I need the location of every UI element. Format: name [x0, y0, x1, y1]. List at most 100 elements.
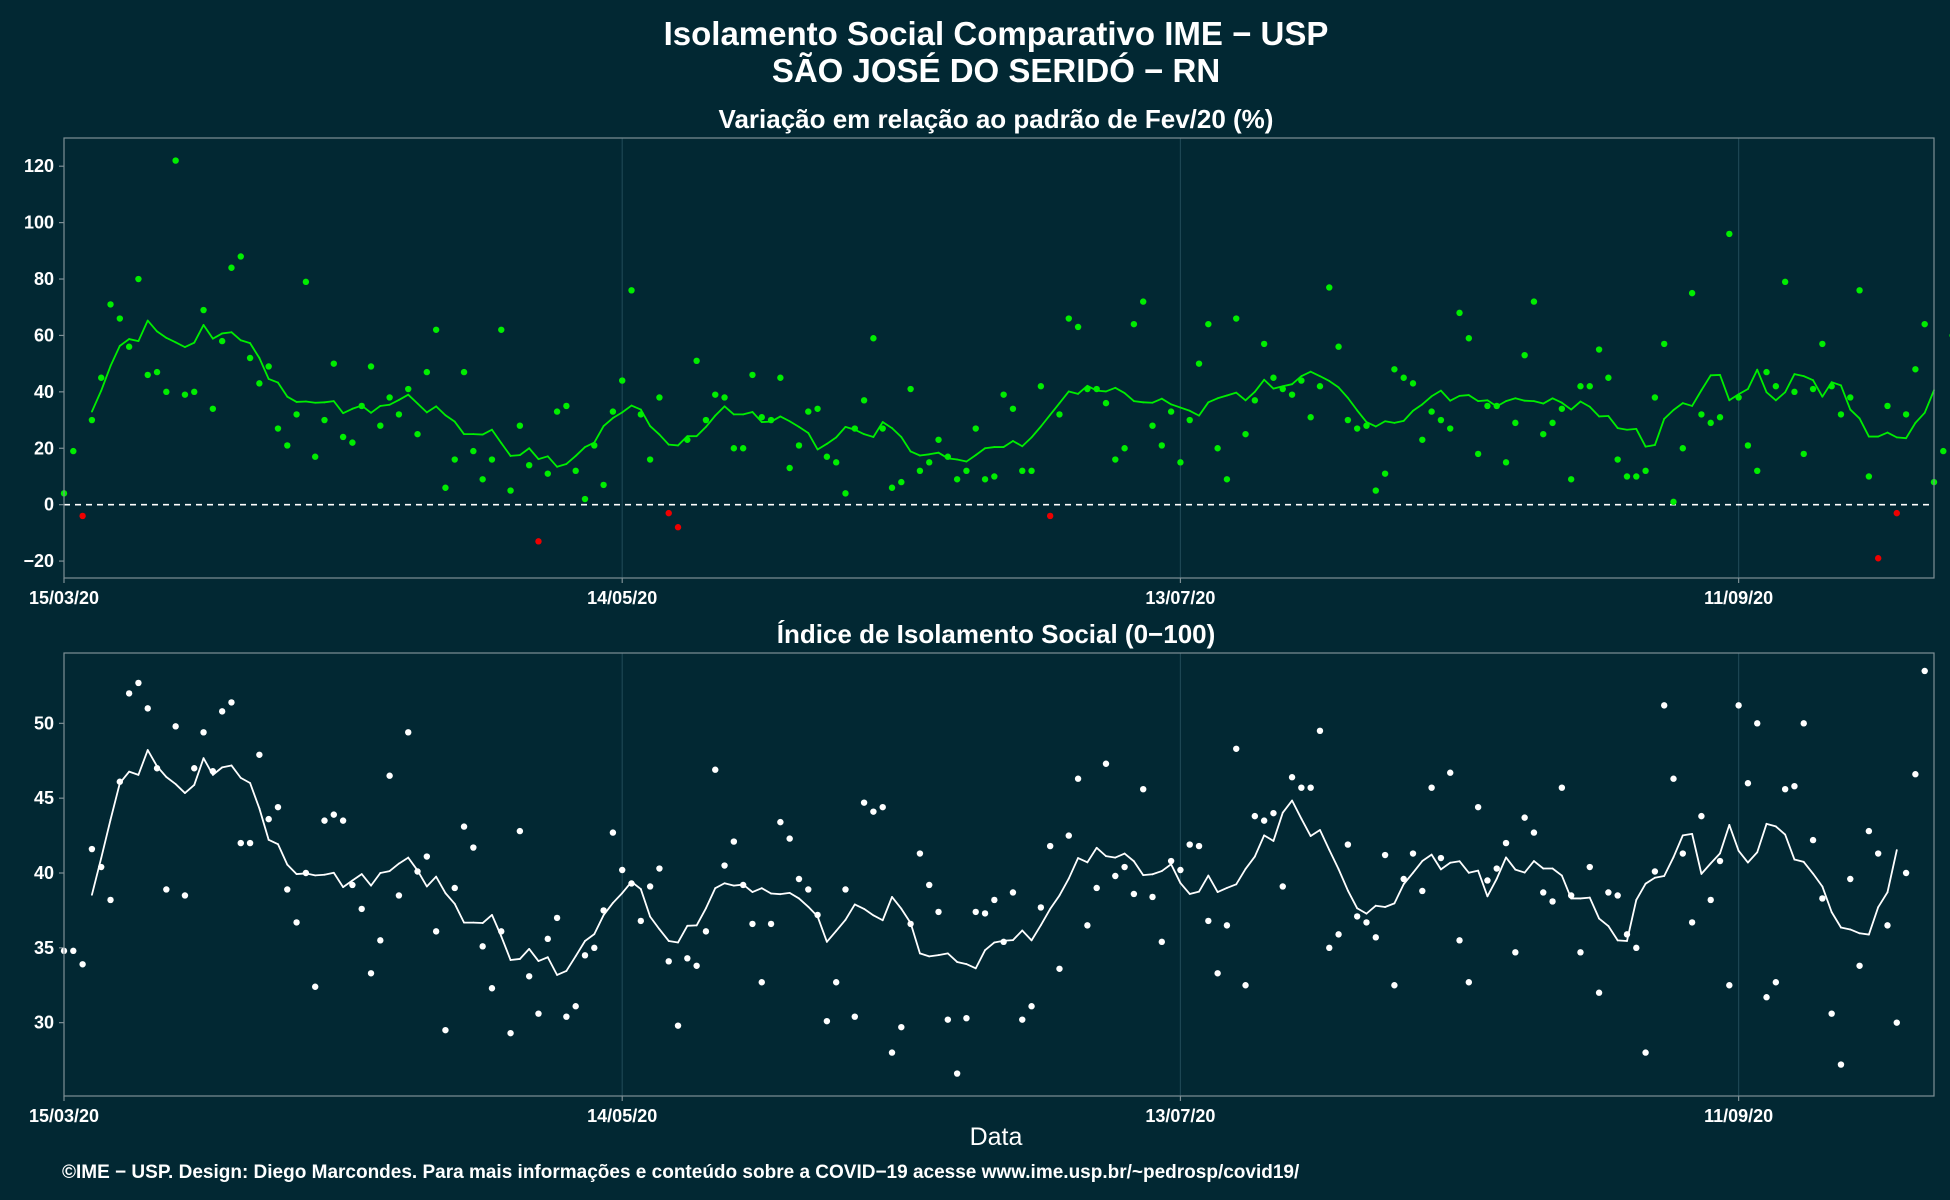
moving-average-segment: [1802, 375, 1814, 382]
data-point: [572, 1003, 579, 1010]
data-point: [693, 357, 700, 365]
data-point: [656, 394, 663, 401]
moving-average-segment: [1374, 904, 1386, 908]
data-point: [191, 388, 198, 396]
data-point: [1688, 919, 1696, 926]
data-point: [1288, 391, 1296, 398]
data-point: [860, 799, 868, 806]
moving-average-segment: [398, 393, 410, 401]
moving-average-segment: [1114, 852, 1126, 859]
data-point: [749, 920, 756, 928]
moving-average-segment: [1188, 409, 1200, 417]
moving-average-segment: [184, 784, 196, 794]
data-point: [712, 391, 719, 398]
moving-average-segment: [881, 421, 893, 430]
y-tick-label: 30: [34, 1013, 54, 1033]
moving-average-segment: [425, 875, 438, 888]
moving-average-segment: [1393, 419, 1405, 424]
data-point: [581, 495, 589, 503]
moving-average-segment: [481, 428, 493, 436]
moving-average-segment: [156, 330, 168, 339]
data-point: [163, 388, 170, 396]
moving-average-segment: [137, 319, 149, 342]
data-point: [98, 863, 105, 871]
moving-average-segment: [825, 436, 838, 445]
data-point: [1177, 866, 1184, 874]
data-point: [172, 157, 179, 164]
data-point: [1884, 922, 1891, 929]
moving-average-segment: [1774, 391, 1787, 402]
data-point: [125, 343, 133, 350]
data-point: [1344, 841, 1352, 848]
data-point: [1372, 934, 1379, 941]
moving-average-segment: [1058, 877, 1070, 897]
data-point: [646, 883, 654, 890]
moving-average-segment: [1505, 856, 1517, 871]
data-point: [1716, 414, 1724, 421]
moving-average-segment: [695, 426, 707, 438]
moving-average-segment: [788, 891, 800, 900]
data-point: [1288, 774, 1296, 781]
data-point: [488, 456, 496, 463]
moving-average-segment: [1849, 928, 1861, 935]
moving-average-segment: [1309, 370, 1321, 378]
data-point: [1837, 411, 1845, 418]
data-point: [1400, 875, 1407, 883]
moving-average-segment: [1635, 428, 1647, 448]
moving-average-segment: [1644, 876, 1656, 885]
moving-average-segment: [1421, 853, 1433, 862]
moving-average-segment: [249, 342, 261, 359]
data-point: [935, 908, 942, 916]
data-point: [665, 509, 672, 517]
data-point: [135, 275, 142, 283]
moving-average-segment: [1858, 417, 1870, 438]
moving-average-segment: [1002, 440, 1014, 448]
data-point: [898, 478, 905, 486]
data-point: [246, 354, 254, 362]
x-tick-label: 13/07/20: [1145, 1106, 1215, 1126]
moving-average-segment: [202, 324, 214, 340]
data-point: [144, 705, 151, 712]
moving-average-segment: [1067, 857, 1079, 880]
moving-average-segment: [1170, 863, 1182, 884]
moving-average-segment: [277, 381, 289, 398]
moving-average-segment: [1793, 373, 1805, 378]
data-point: [1009, 405, 1017, 412]
data-point: [935, 436, 942, 443]
moving-average-segment: [425, 405, 438, 414]
moving-average-segment: [1467, 869, 1480, 874]
data-point: [470, 844, 477, 851]
moving-average-segment: [1653, 417, 1666, 446]
data-point: [674, 524, 682, 531]
moving-average-segment: [667, 940, 679, 944]
moving-average-segment: [1784, 373, 1796, 394]
moving-average-segment: [984, 446, 996, 450]
data-point: [330, 360, 338, 367]
data-point: [898, 1023, 905, 1031]
data-point: [851, 1013, 858, 1020]
data-point: [814, 405, 821, 412]
data-point: [405, 385, 412, 393]
data-point: [1167, 408, 1175, 415]
data-point: [256, 380, 263, 387]
data-point: [749, 371, 756, 379]
moving-average-segment: [1142, 873, 1154, 877]
moving-average-segment: [267, 378, 279, 384]
moving-average-segment: [779, 415, 791, 423]
moving-average-segment: [723, 405, 735, 416]
data-point: [1540, 889, 1547, 896]
data-point: [1567, 476, 1575, 483]
moving-average-segment: [928, 451, 940, 456]
data-point: [228, 264, 235, 271]
moving-average-segment: [1291, 375, 1303, 386]
data-point: [256, 751, 263, 758]
data-point: [1660, 340, 1668, 348]
moving-average-segment: [1495, 856, 1507, 880]
data-point: [498, 326, 505, 333]
moving-average-segment: [370, 872, 382, 887]
data-point: [1856, 287, 1863, 294]
data-point: [339, 433, 347, 441]
data-point: [758, 979, 765, 986]
data-point: [237, 253, 244, 260]
moving-average-segment: [1774, 825, 1787, 836]
